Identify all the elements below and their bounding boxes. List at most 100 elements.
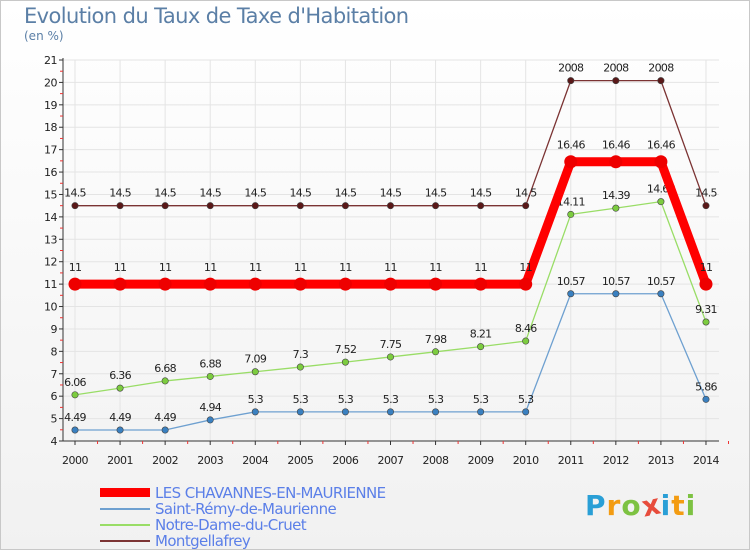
- logo-letter: i: [685, 489, 697, 522]
- data-label: 6.36: [109, 369, 131, 382]
- data-point: [657, 77, 665, 85]
- data-label: 14.5: [109, 187, 131, 200]
- y-tick-label: 4: [51, 435, 58, 448]
- data-point: [251, 368, 259, 376]
- legend-swatch: [100, 540, 150, 542]
- x-tick-label: 2011: [558, 454, 584, 467]
- data-point: [432, 202, 440, 210]
- data-label: 7.75: [380, 338, 402, 351]
- data-point: [612, 290, 620, 298]
- data-point: [567, 210, 575, 218]
- data-label: 2008: [648, 62, 674, 75]
- x-tick-label: 2002: [152, 454, 178, 467]
- data-label: 7.98: [425, 333, 447, 346]
- data-label: 14.5: [515, 187, 537, 200]
- x-tick-label: 2006: [332, 454, 358, 467]
- data-label: 5.3: [518, 393, 534, 406]
- legend-item: Notre-Dame-du-Cruet: [100, 517, 460, 533]
- data-label: 5.3: [473, 393, 489, 406]
- data-label: 11: [114, 261, 127, 274]
- legend-item: Saint-Rémy-de-Maurienne: [100, 501, 460, 517]
- y-tick-label: 9: [51, 323, 58, 336]
- data-point: [341, 408, 349, 416]
- data-point: [522, 202, 530, 210]
- data-point: [296, 363, 304, 371]
- data-label: 14.5: [154, 187, 176, 200]
- data-point: [383, 277, 397, 291]
- data-label: 8.46: [515, 322, 537, 335]
- data-point: [522, 337, 530, 345]
- data-label: 11: [429, 261, 442, 274]
- y-tick-label: 11: [44, 278, 57, 291]
- data-point: [71, 391, 79, 399]
- data-point: [341, 358, 349, 366]
- data-label: 16.46: [557, 139, 586, 152]
- data-point: [519, 277, 533, 291]
- data-point: [522, 408, 530, 416]
- data-label: 11: [474, 261, 487, 274]
- data-point: [203, 277, 217, 291]
- data-label: 14.5: [425, 187, 447, 200]
- data-point: [477, 202, 485, 210]
- chart-subtitle: (en %): [24, 29, 64, 43]
- data-label: 5.3: [248, 393, 264, 406]
- x-tick-label: 2013: [648, 454, 674, 467]
- chart-title: Evolution du Taux de Taxe d'Habitation: [24, 4, 409, 28]
- data-point: [341, 202, 349, 210]
- data-label: 14.5: [695, 187, 717, 200]
- data-label: 14.5: [380, 187, 402, 200]
- data-point: [206, 372, 214, 380]
- y-tick-label: 5: [51, 413, 58, 426]
- data-label: 16.46: [647, 139, 676, 152]
- legend-item: Montgellafrey: [100, 533, 460, 549]
- data-label: 11: [700, 261, 713, 274]
- data-point: [477, 408, 485, 416]
- data-point: [251, 202, 259, 210]
- data-point: [116, 384, 124, 392]
- data-label: 6.68: [154, 362, 176, 375]
- legend-swatch: [100, 524, 150, 526]
- data-label: 16.46: [602, 139, 631, 152]
- y-tick-label: 20: [44, 76, 57, 89]
- data-point: [386, 353, 394, 361]
- data-label: 11: [339, 261, 352, 274]
- logo-letter: o: [621, 489, 642, 522]
- x-tick-label: 2009: [468, 454, 494, 467]
- x-tick-label: 2008: [423, 454, 449, 467]
- legend-swatch: [100, 508, 150, 510]
- data-point: [702, 395, 710, 403]
- data-point: [293, 277, 307, 291]
- data-label: 5.3: [338, 393, 354, 406]
- data-label: 14.11: [557, 195, 585, 208]
- data-point: [251, 408, 259, 416]
- data-label: 7.09: [244, 353, 266, 366]
- data-point: [113, 277, 127, 291]
- data-point: [71, 202, 79, 210]
- series-montgellafrey: 14.5 14.5 14.5 14.5 14.5 14.5 14.5 14.5 14.5 14.5…: [64, 62, 718, 210]
- data-point: [429, 277, 443, 291]
- data-point: [432, 408, 440, 416]
- x-tick-label: 2014: [693, 454, 719, 467]
- x-tick-label: 2012: [603, 454, 629, 467]
- data-label: 4.49: [64, 411, 86, 424]
- data-point: [296, 202, 304, 210]
- data-point: [161, 377, 169, 385]
- x-tick-label: 2001: [107, 454, 133, 467]
- data-label: 10.57: [647, 275, 676, 288]
- data-label: 14.5: [199, 187, 221, 200]
- data-point: [567, 77, 575, 85]
- data-label: 5.3: [428, 393, 444, 406]
- legend-label: Saint-Rémy-de-Maurienne: [155, 500, 337, 518]
- data-point: [296, 408, 304, 416]
- data-point: [71, 426, 79, 434]
- y-tick-label: 21: [44, 54, 57, 67]
- x-tick-label: 2004: [242, 454, 268, 467]
- data-label: 10.57: [557, 275, 586, 288]
- data-point: [432, 348, 440, 356]
- legend-label: Notre-Dame-du-Cruet: [155, 516, 307, 534]
- y-tick-label: 10: [44, 301, 57, 314]
- data-label: 6.06: [64, 376, 86, 389]
- series-saint-r-my-de-maurienne: 4.49 4.49 4.49 4.94 5.3 5.3 5.3 5.3 5.3 5.3 5.3 10.…: [64, 275, 718, 434]
- proxiti-logo: Proxiti: [585, 487, 697, 523]
